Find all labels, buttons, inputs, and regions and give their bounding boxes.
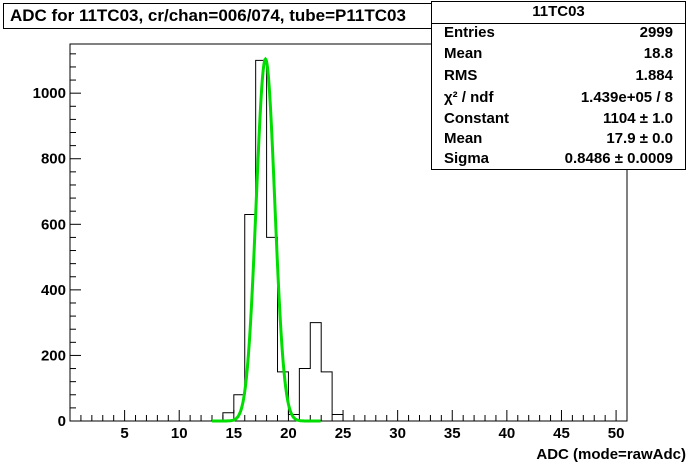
stats-row-rms: RMS 1.884	[444, 67, 673, 88]
stats-key: Mean	[444, 130, 483, 147]
x-tick-label: 30	[389, 425, 406, 442]
x-tick-label: 20	[280, 425, 297, 442]
stats-row-fit-mean: Mean 17.9 ± 0.0	[444, 130, 673, 151]
y-tick-label: 400	[41, 282, 66, 299]
x-axis-tick-labels: 5 10 15 20 25 30 35 40 45 50	[120, 425, 624, 442]
stats-key: Sigma	[444, 150, 490, 167]
y-tick-label: 600	[41, 216, 66, 233]
stats-value: 2999	[639, 24, 673, 41]
x-tick-label: 45	[553, 425, 570, 442]
stats-value: 17.9 ± 0.0	[606, 130, 673, 147]
stats-row-mean: Mean 18.8	[444, 45, 673, 66]
stats-row-sigma: Sigma 0.8486 ± 0.0009	[444, 150, 673, 171]
y-tick-label: 1000	[33, 85, 66, 102]
stats-value: 18.8	[643, 45, 673, 62]
stats-key: Entries	[444, 24, 495, 41]
stats-row-constant: Constant 1104 ± 1.0	[444, 110, 673, 131]
x-tick-label: 40	[499, 425, 516, 442]
stats-value: 1.884	[635, 67, 673, 84]
x-tick-label: 35	[444, 425, 461, 442]
y-tick-label: 800	[41, 151, 66, 168]
title-box: ADC for 11TC03, cr/chan=006/074, tube=P1…	[3, 3, 498, 29]
stats-box: 11TC03 Entries 2999 Mean 18.8 RMS 1.884 …	[431, 1, 686, 170]
x-axis-ticks	[80, 410, 617, 421]
x-tick-label: 25	[335, 425, 352, 442]
stats-key: Mean	[444, 45, 483, 62]
y-axis-ticks	[70, 53, 81, 422]
gaussian-fit-curve	[211, 56, 321, 423]
y-tick-label: 200	[41, 347, 66, 364]
stats-key: Constant	[444, 110, 509, 127]
plot-frame	[69, 43, 628, 422]
x-tick-label: 15	[225, 425, 242, 442]
x-tick-label: 50	[608, 425, 625, 442]
stats-row-chi2: χ² / ndf 1.439e+05 / 8	[444, 89, 673, 110]
stats-row-entries: Entries 2999	[444, 24, 673, 45]
x-tick-label: 5	[120, 425, 128, 442]
stats-value: 1.439e+05 / 8	[580, 89, 673, 106]
x-axis-label: ADC (mode=rawAdc)	[536, 446, 686, 463]
stats-histogram-name: 11TC03	[432, 2, 685, 24]
x-tick-label: 10	[171, 425, 188, 442]
stats-value: 1104 ± 1.0	[603, 110, 673, 127]
y-axis-tick-labels: 0 200 400 600 800 1000	[33, 85, 66, 430]
stats-key: RMS	[444, 67, 478, 84]
stats-value: 0.8486 ± 0.0009	[564, 150, 673, 167]
stats-key: χ² / ndf	[444, 89, 494, 106]
y-tick-label: 0	[58, 413, 66, 430]
chart-title: ADC for 11TC03, cr/chan=006/074, tube=P1…	[10, 6, 406, 25]
